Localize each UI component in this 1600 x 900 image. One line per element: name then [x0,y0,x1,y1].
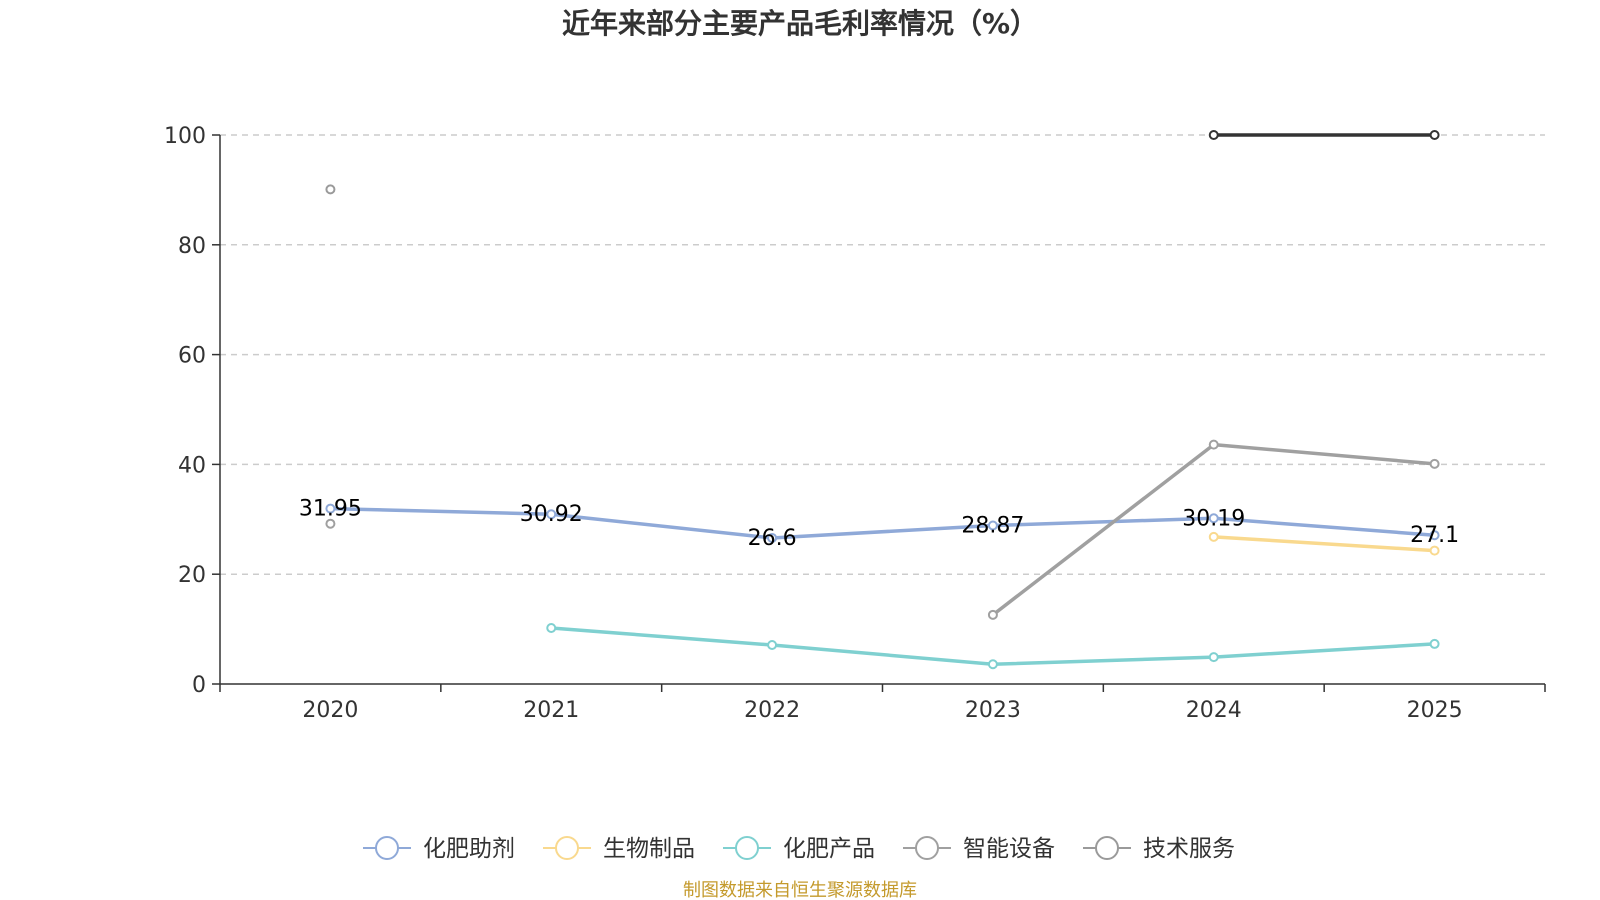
series-4 [325,184,336,195]
data-label: 31.95 [299,497,362,522]
legend-marker [1095,836,1119,860]
data-label: 26.6 [748,526,797,551]
data-point [1429,458,1440,469]
series-line [1213,535,1435,553]
series-5 [1208,130,1440,140]
data-point [987,659,998,670]
y-tick-label: 20 [178,563,206,588]
series-2 [546,623,1440,670]
data-point [1429,530,1440,541]
data-point [767,532,778,543]
axes: 0 20 40 60 80 100 2020 2021 2022 2023 2024 2025 [164,124,1546,723]
data-point [1208,513,1219,524]
y-tick-label: 0 [192,673,206,698]
series-1 [1208,531,1440,556]
x-tick-label: 2024 [1186,698,1242,723]
x-tick-label: 2021 [523,698,579,723]
legend-item[interactable]: 技术服务 [1083,836,1235,862]
legend-marker [375,836,399,860]
data-point [987,609,998,620]
data-label: 30.92 [520,502,583,527]
data-point [1208,531,1219,542]
legend-marker [735,836,759,860]
data-label: 28.87 [961,514,1024,539]
series-line [330,506,1435,540]
data-point [1429,545,1440,556]
x-tick-label: 2025 [1407,698,1463,723]
legend-label: 化肥助剂 [423,836,515,862]
legend-marker [915,836,939,860]
legend-marker [555,836,579,860]
x-tick-label: 2022 [744,698,800,723]
legend-item[interactable]: 化肥助剂 [363,836,515,862]
data-point [325,518,336,529]
y-tick-label: 80 [178,234,206,259]
legend-label: 生物制品 [603,836,695,862]
data-point [546,509,557,520]
legend-label: 技术服务 [1143,836,1235,862]
data-point [1208,652,1219,663]
y-tick-label: 60 [178,344,206,369]
data-point [1429,638,1440,649]
data-point [325,184,336,195]
chart-title: 近年来部分主要产品毛利率情况（%） [562,7,1038,40]
legend: 化肥助剂 生物制品 化肥产品 智能设备 技术服务 [363,836,1235,862]
data-label: 27.1 [1410,523,1459,548]
legend-item[interactable]: 生物制品 [543,836,695,862]
x-tick-label: 2020 [302,698,358,723]
series-lines [325,130,1440,670]
data-point [987,520,998,531]
grid-lines [220,134,1545,575]
data-point [546,623,557,634]
y-tick-label: 40 [178,453,206,478]
data-point [1208,439,1219,450]
data-point [767,640,778,651]
data-point [325,503,336,514]
data-point [1429,130,1440,140]
source-note: 制图数据来自恒生聚源数据库 [683,880,917,900]
x-tick-label: 2023 [965,698,1021,723]
data-point [1208,130,1219,140]
legend-label: 智能设备 [963,836,1055,862]
series-0 [325,503,1440,543]
legend-label: 化肥产品 [783,836,875,862]
series-line [551,626,1435,666]
data-labels: 31.95 30.92 26.6 28.87 30.19 27.1 [299,497,1459,551]
legend-item[interactable]: 智能设备 [903,836,1055,862]
legend-item[interactable]: 化肥产品 [723,836,875,862]
series-3 [325,439,1440,620]
y-tick-label: 100 [164,124,206,149]
data-label: 30.19 [1182,506,1245,531]
